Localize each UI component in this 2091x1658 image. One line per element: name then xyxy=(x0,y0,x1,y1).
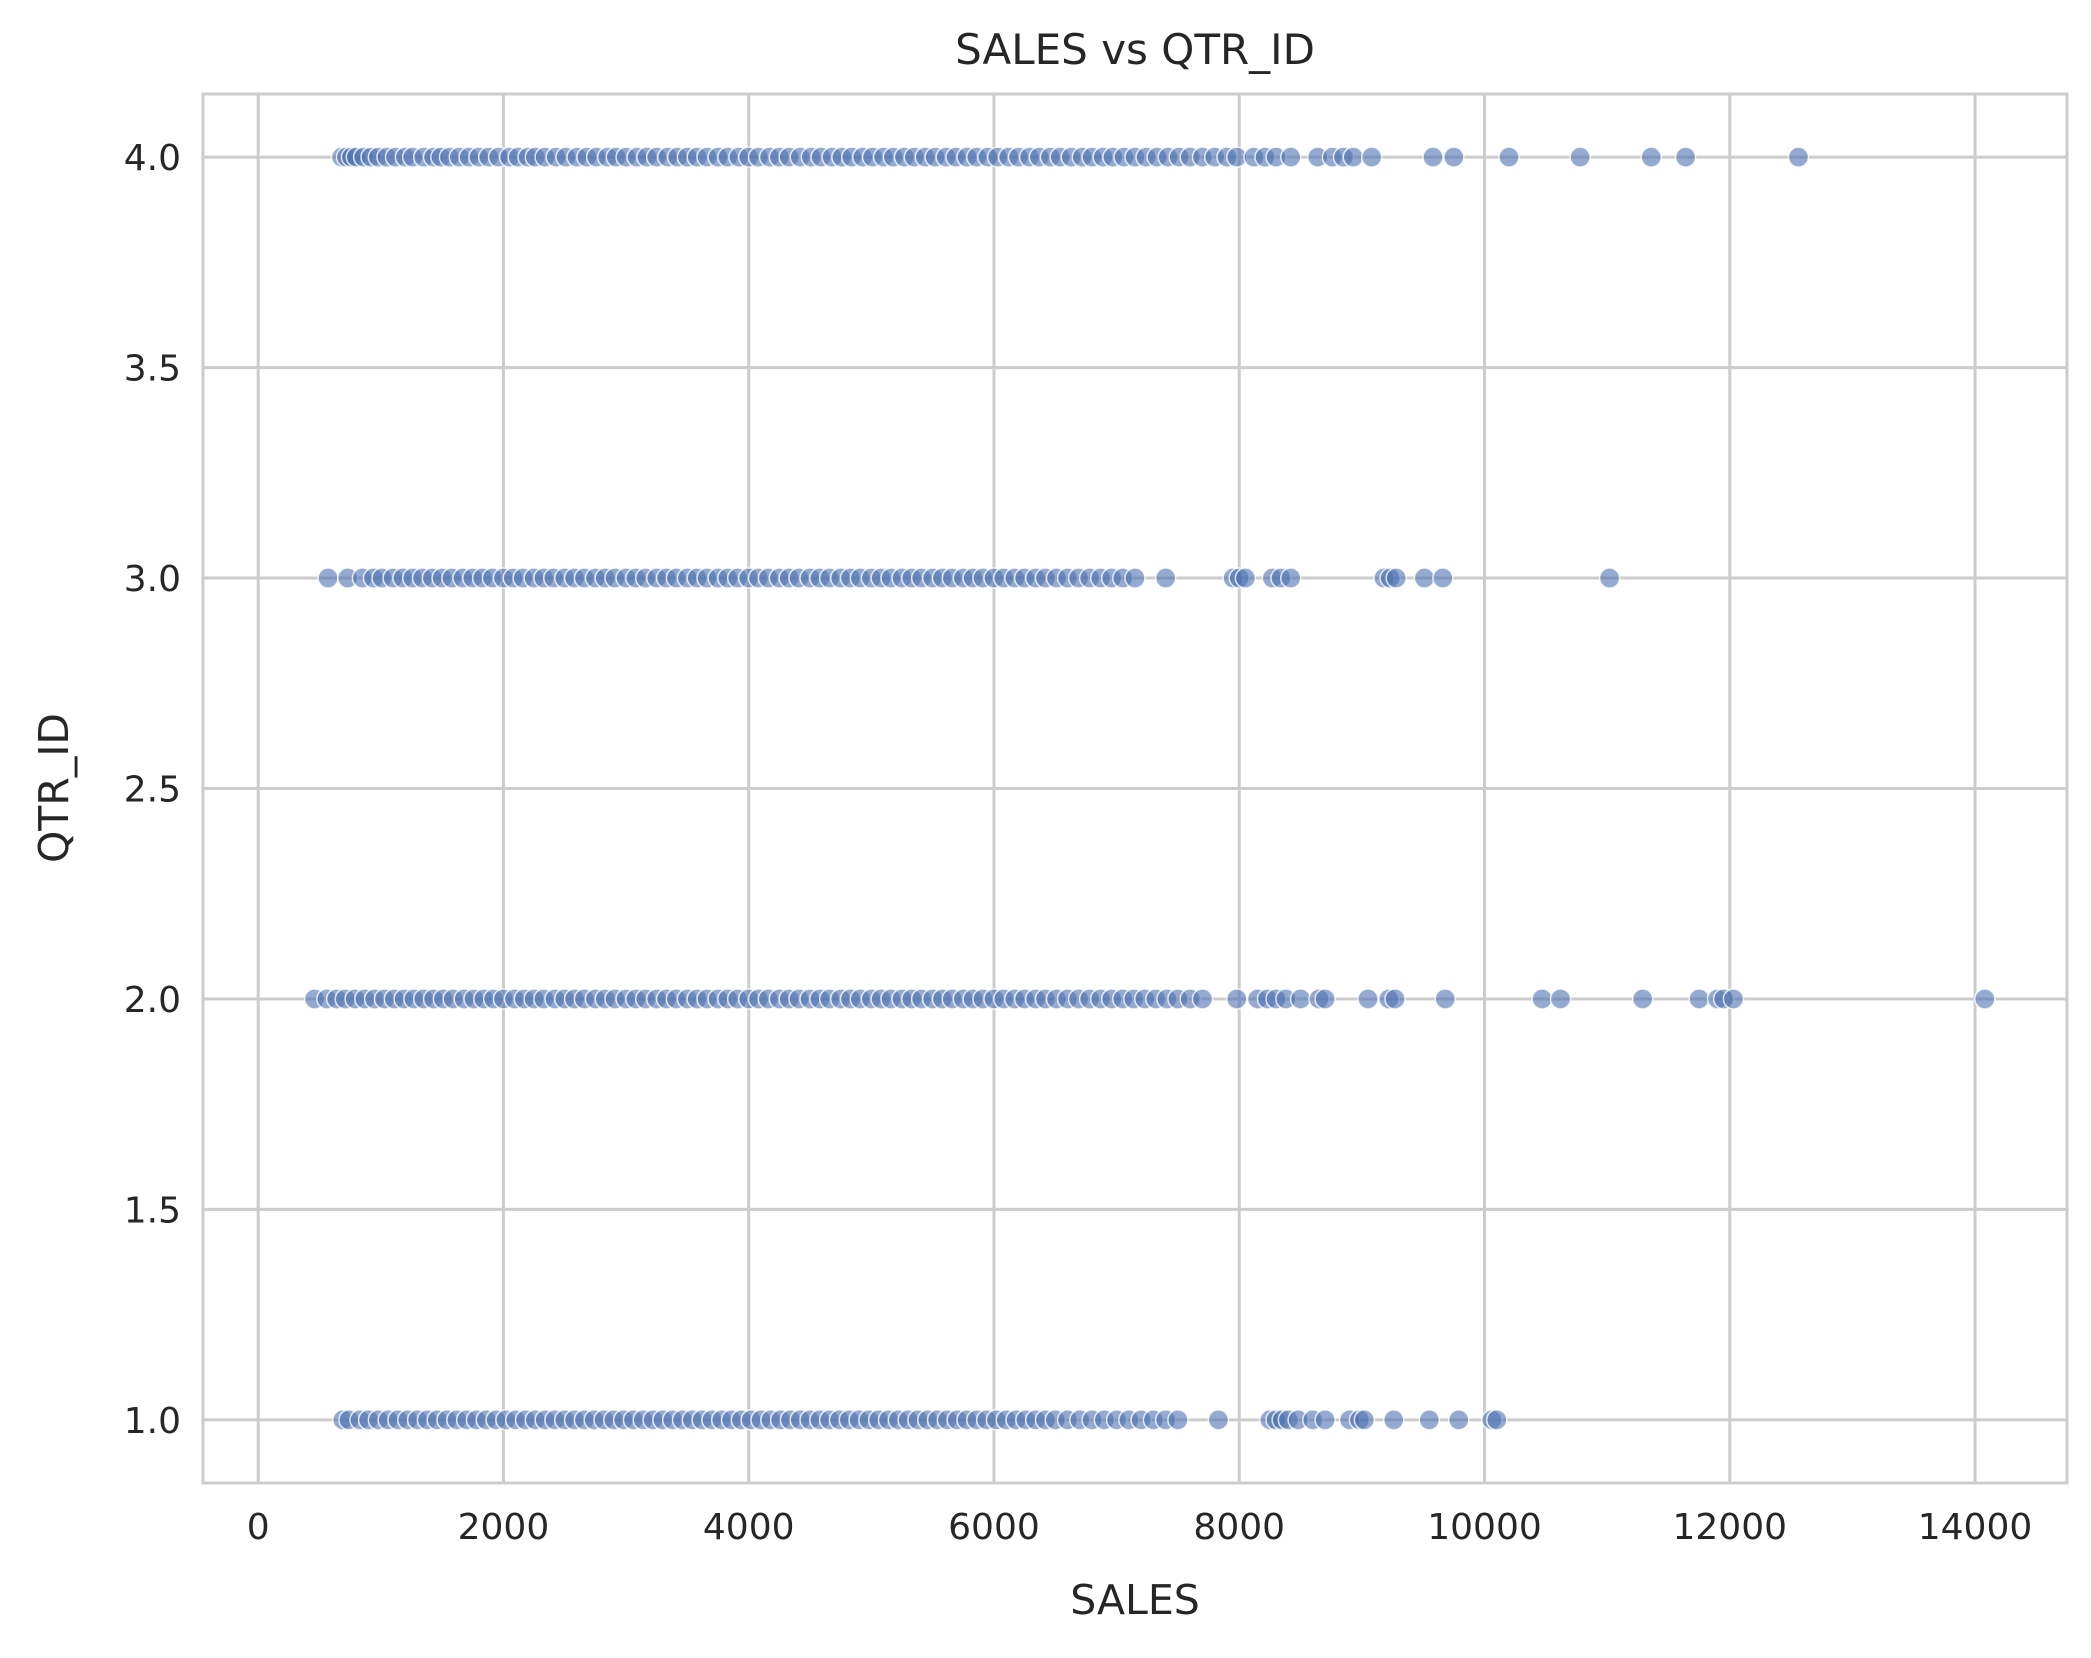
y-tick-label: 2.5 xyxy=(124,770,181,811)
data-point xyxy=(1447,1409,1470,1431)
data-point xyxy=(1385,567,1407,589)
x-tick-label: 6000 xyxy=(948,1507,1040,1548)
data-point xyxy=(1314,1409,1336,1431)
data-point xyxy=(1413,567,1436,589)
y-tick-labels: 1.0 1.5 2.0 2.5 3.0 3.5 4.0 xyxy=(124,138,181,1442)
y-axis-label: QTR_ID xyxy=(30,713,78,863)
data-point xyxy=(1549,988,1572,1010)
data-point xyxy=(1434,988,1457,1010)
data-points xyxy=(303,146,1996,1431)
chart-title: SALES vs QTR_ID xyxy=(955,25,1315,74)
x-tick-label: 8000 xyxy=(1193,1507,1285,1548)
y-tick-label: 1.5 xyxy=(124,1190,181,1231)
data-point xyxy=(1342,146,1365,168)
data-point xyxy=(1154,567,1177,589)
y-tick-label: 3.0 xyxy=(124,559,181,600)
y-tick-label: 1.0 xyxy=(124,1401,181,1442)
plot-frame xyxy=(201,92,2069,1485)
data-point xyxy=(1531,988,1553,1010)
x-tick-label: 2000 xyxy=(458,1507,550,1548)
data-point xyxy=(1486,1409,1508,1431)
y-tick-label: 4.0 xyxy=(124,138,181,179)
data-point xyxy=(1631,988,1654,1010)
data-point xyxy=(1207,1409,1230,1431)
data-point xyxy=(1640,146,1663,168)
x-tick-label: 0 xyxy=(247,1507,270,1548)
data-point xyxy=(1124,567,1146,589)
data-point xyxy=(1289,988,1312,1010)
data-point xyxy=(1360,146,1383,168)
data-point xyxy=(1383,1409,1405,1431)
data-point xyxy=(1167,1409,1189,1431)
data-point xyxy=(1353,1409,1376,1431)
data-point xyxy=(1432,567,1454,589)
data-point xyxy=(1226,988,1248,1010)
data-point xyxy=(1418,1409,1441,1431)
data-point xyxy=(1722,988,1745,1010)
data-point xyxy=(1279,567,1302,589)
y-tick-label: 3.5 xyxy=(124,349,181,390)
data-point xyxy=(1688,988,1710,1010)
data-point xyxy=(1974,988,1996,1010)
x-tick-labels: 0 2000 4000 6000 8000 10000 12000 14000 xyxy=(247,1507,2033,1548)
x-tick-label: 4000 xyxy=(703,1507,795,1548)
data-point xyxy=(1357,988,1379,1010)
data-point xyxy=(1787,146,1810,168)
data-point xyxy=(1279,146,1302,168)
data-point xyxy=(1598,567,1621,589)
data-point xyxy=(317,567,339,589)
x-axis-label: SALES xyxy=(1070,1576,1200,1624)
data-point xyxy=(1674,146,1697,168)
data-point xyxy=(1384,988,1406,1010)
data-point xyxy=(1314,988,1336,1010)
data-point xyxy=(1234,567,1257,589)
x-tick-label: 14000 xyxy=(1918,1507,2033,1548)
data-point xyxy=(1422,146,1444,168)
data-point xyxy=(1191,988,1214,1010)
x-tick-label: 10000 xyxy=(1427,1507,1542,1548)
x-tick-label: 12000 xyxy=(1672,1507,1787,1548)
data-point xyxy=(1498,146,1520,168)
data-point xyxy=(1569,146,1591,168)
data-point xyxy=(1443,146,1465,168)
y-tick-label: 2.0 xyxy=(124,980,181,1021)
